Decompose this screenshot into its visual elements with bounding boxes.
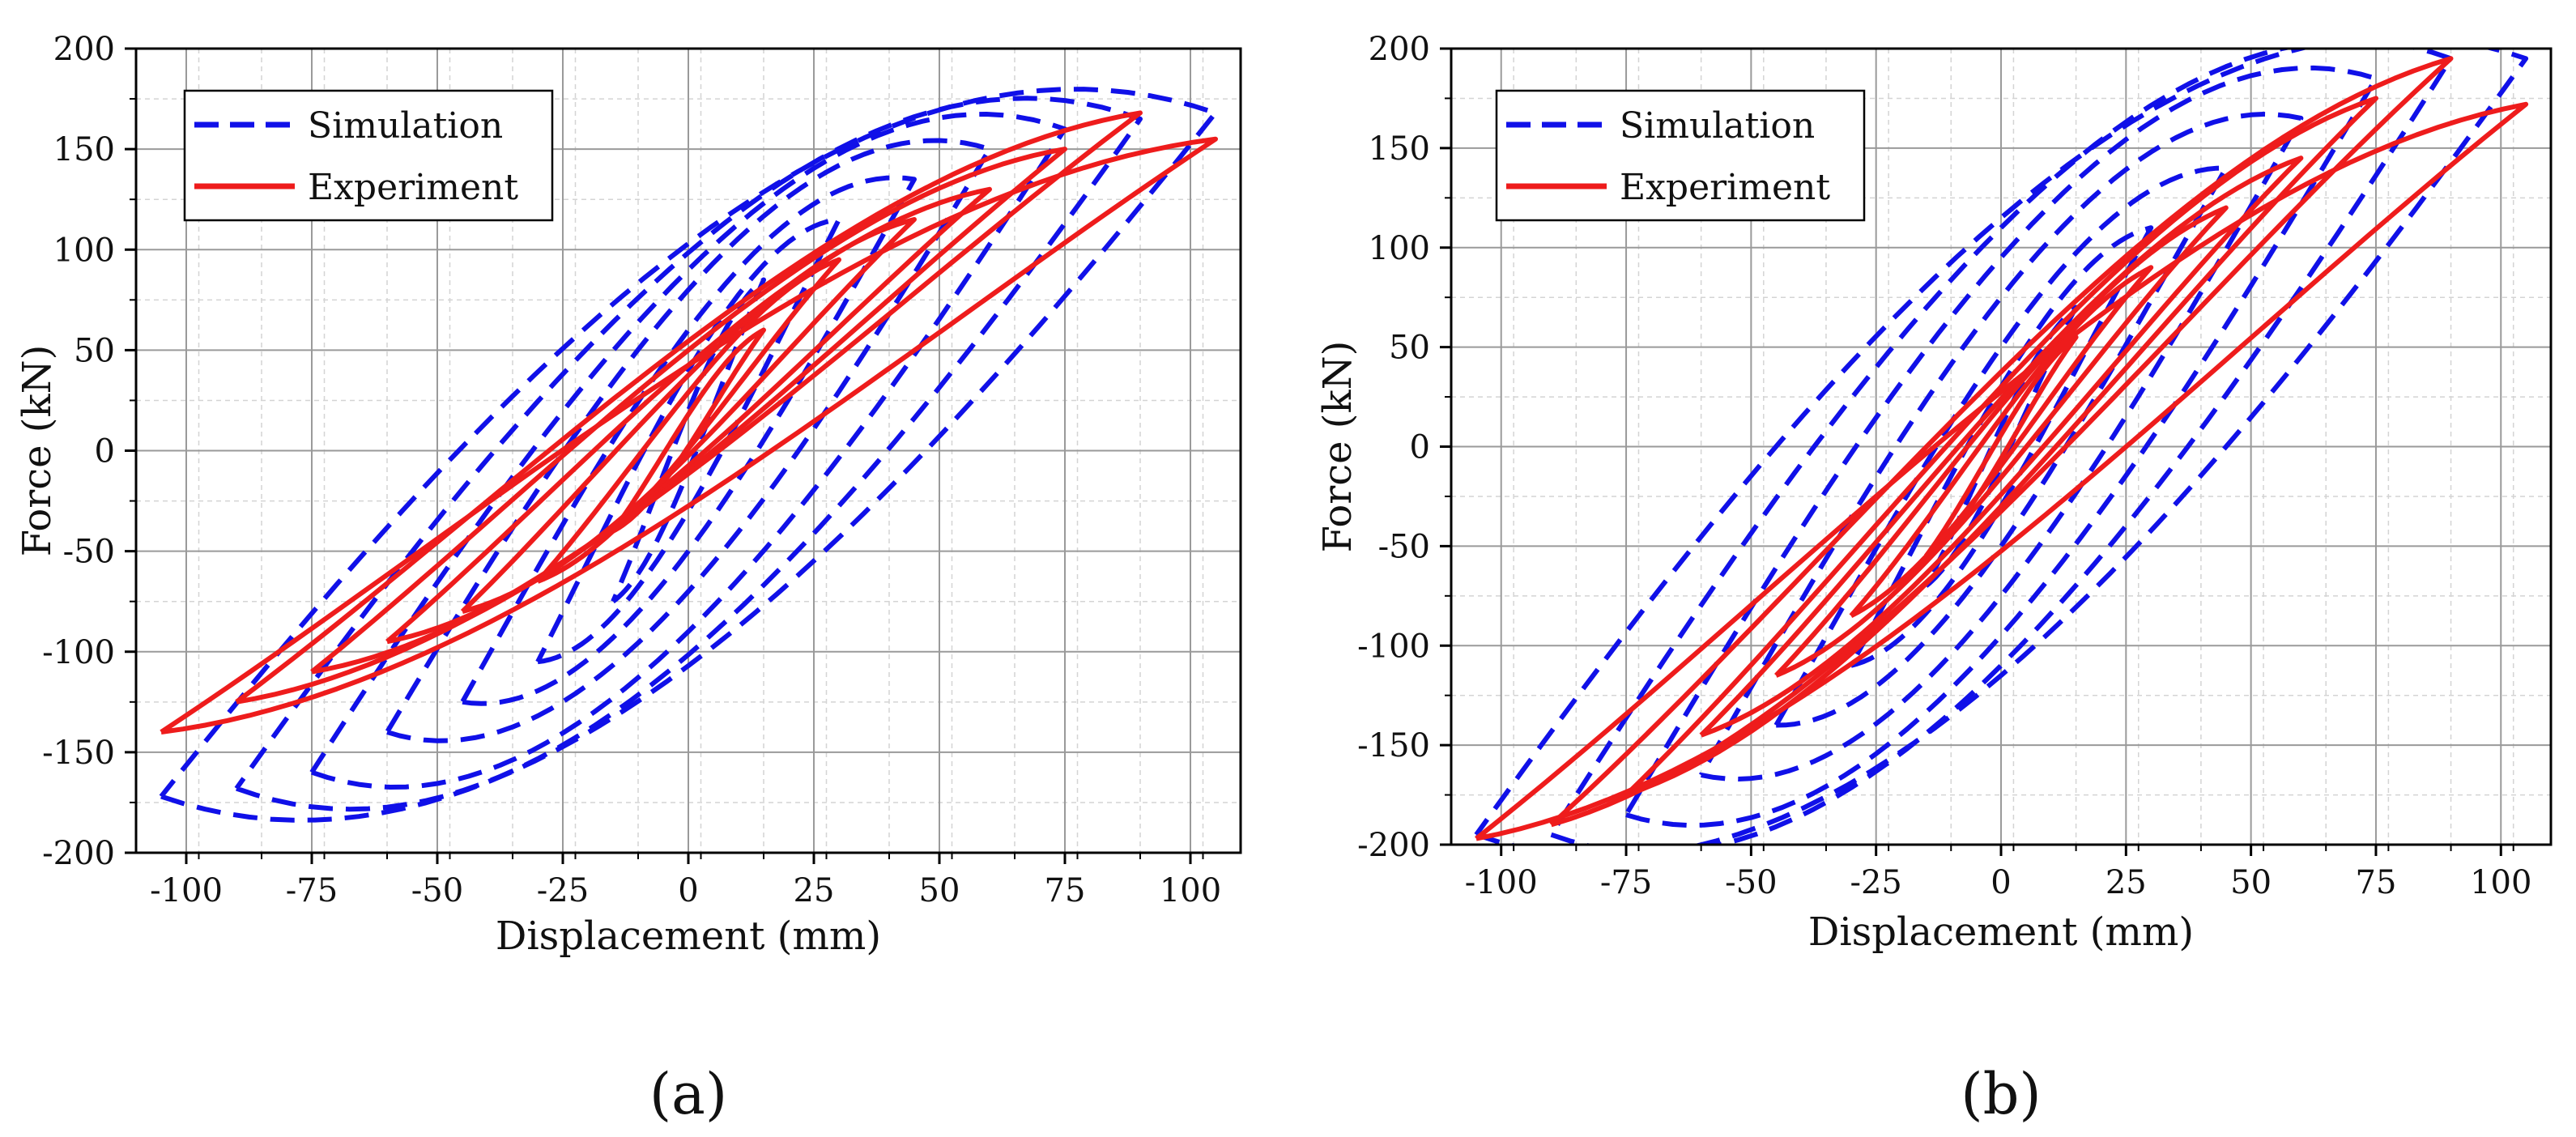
y-tick-label: 100 [53,232,115,269]
panel-a-legend: Simulation Experiment [183,89,554,222]
panel-a-ticks: -100 -75 -50 -25 0 25 50 75 100 -200 -150 -100 -50 0 5… [42,31,1221,909]
x-tick-label: -50 [1725,864,1777,901]
experiment-loop [1774,205,2229,678]
experiment-loop [235,110,1143,705]
experiment-loop [1849,265,2154,619]
y-tick-label: 0 [95,433,115,471]
x-tick-label: 0 [1991,864,2011,901]
experiment-loop [1475,101,2529,841]
simulation-loop [1849,225,2154,668]
y-tick-label: -150 [1357,727,1430,764]
y-tick-label: -200 [42,835,115,872]
simulation-loop [1548,49,2454,845]
y-tick-label: 200 [53,31,115,68]
x-tick-label: -50 [411,872,463,909]
panel-b: -100 -75 -50 -25 0 25 50 75 100 -200 -150 -100 -50 0 5… [1315,31,2553,1127]
x-tick-label: 50 [2230,864,2272,901]
y-tick-label: -50 [1378,528,1430,565]
panel-a-x-axis-label: Displacement (mm) [496,913,881,959]
panel-a-caption-label: (a) [649,1061,727,1127]
x-tick-label: -100 [150,872,223,909]
panel-b-caption-label: (b) [1961,1061,2041,1127]
y-tick-label: 50 [74,332,115,369]
x-tick-label: 100 [2470,864,2531,901]
panel-b-series [1474,49,2529,845]
experiment-loop [1549,56,2454,828]
y-tick-label: -150 [42,735,115,772]
panel-a-legend-box [183,89,554,222]
panel-b-legend-box [1495,89,1866,222]
y-tick-label: -50 [63,534,115,571]
panel-a-legend-simulation-label: Simulation [308,105,503,147]
panel-b-legend-experiment-label: Experiment [1620,167,1830,208]
panel-b-ticks: -100 -75 -50 -25 0 25 50 75 100 -200 -150 -100 -50 0 5… [1357,31,2531,901]
x-tick-label: 25 [2106,864,2147,901]
experiment-loop [1624,96,2378,798]
simulation-loop [535,217,841,665]
y-tick-label: -100 [1357,628,1430,665]
y-tick-label: -100 [42,634,115,671]
panel-b-y-axis-label: Force (kN) [1315,341,1360,553]
simulation-loop [1624,65,2378,828]
x-tick-label: -75 [286,872,338,909]
y-tick-label: 0 [1410,429,1430,466]
panel-a-legend-experiment-label: Experiment [308,167,518,208]
y-tick-label: 200 [1369,31,1430,68]
simulation-loop [1698,112,2304,781]
panel-a-series [159,87,1218,823]
x-tick-label: 25 [794,872,835,909]
y-tick-label: -200 [1357,827,1430,864]
x-tick-label: 50 [919,872,960,909]
simulation-loop [159,87,1218,823]
simulation-loop [460,175,917,706]
panel-b-legend-simulation-label: Simulation [1620,105,1815,147]
x-tick-label: -25 [1850,864,1901,901]
y-tick-label: 150 [1369,130,1430,168]
x-tick-label: 75 [1045,872,1086,909]
simulation-loop [1474,49,2529,845]
simulation-loop [611,277,766,604]
x-tick-label: 0 [678,872,698,909]
experiment-loop [160,136,1218,735]
x-tick-label: 75 [2356,864,2397,901]
panel-a: -100 -75 -50 -25 0 25 50 75 100 -200 -150 -100 -50 0 5… [15,31,1242,1127]
experiment-loop [1699,155,2304,738]
simulation-loop [1773,165,2229,728]
panel-b-x-axis-label: Displacement (mm) [1808,909,2194,955]
panel-a-y-axis-label: Force (kN) [15,345,60,557]
x-tick-label: -25 [537,872,589,909]
x-tick-label: -100 [1465,864,1538,901]
y-tick-label: 50 [1389,330,1430,367]
y-tick-label: 150 [53,131,115,168]
x-tick-label: 100 [1160,872,1221,909]
y-tick-label: 100 [1369,230,1430,267]
x-tick-label: -75 [1600,864,1652,901]
panel-b-legend: Simulation Experiment [1495,89,1866,222]
